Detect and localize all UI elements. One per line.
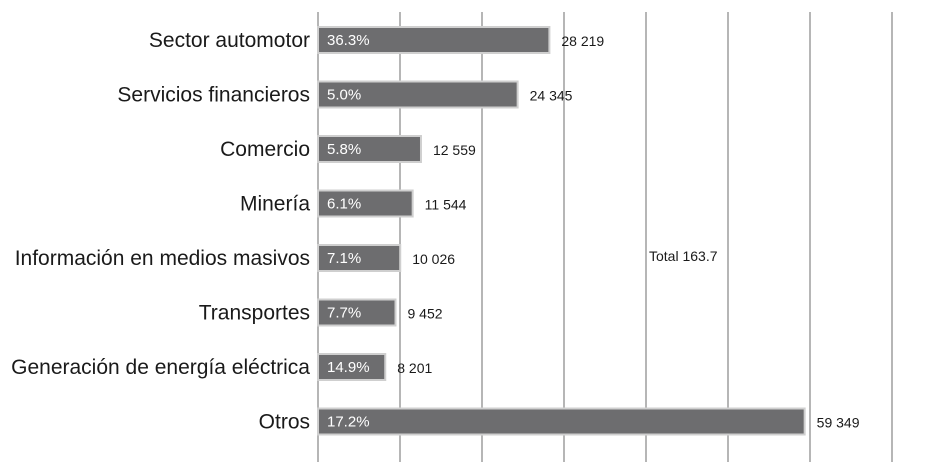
percent-label: 7.7% xyxy=(327,305,361,322)
bars xyxy=(317,26,806,436)
category-label: Transportes xyxy=(199,302,310,325)
bar xyxy=(317,353,387,381)
category-label: Información en medios masivos xyxy=(15,247,310,270)
category-label: Otros xyxy=(259,411,310,434)
value-label: 28 219 xyxy=(561,33,604,49)
value-label: 9 452 xyxy=(408,306,443,322)
value-label: 8 201 xyxy=(397,360,432,376)
percent-label: 36.3% xyxy=(327,32,370,49)
percent-label: 7.1% xyxy=(327,250,361,267)
bar xyxy=(317,135,422,163)
category-label: Comercio xyxy=(220,138,310,161)
total-annotation: Total 163.7 xyxy=(649,248,718,264)
category-label: Sector automotor xyxy=(149,29,310,52)
category-label: Minería xyxy=(240,193,310,216)
bar xyxy=(317,80,519,109)
bar xyxy=(317,298,397,327)
bar xyxy=(317,407,806,436)
bar xyxy=(317,26,551,54)
gridlines xyxy=(317,12,893,462)
value-label: 10 026 xyxy=(412,251,455,267)
percent-label: 6.1% xyxy=(327,196,361,213)
bar xyxy=(317,189,414,218)
percent-label: 5.8% xyxy=(327,141,361,158)
bar xyxy=(317,244,402,272)
category-label: Servicios financieros xyxy=(117,84,310,107)
value-label: 59 349 xyxy=(817,415,860,431)
percent-label: 14.9% xyxy=(327,359,370,376)
percent-label: 5.0% xyxy=(327,87,361,104)
percent-label: 17.2% xyxy=(327,414,370,431)
labels: Sector automotor 36.3% 28 219 Servicios fin… xyxy=(11,29,860,434)
category-label: Generación de energía eléctrica xyxy=(11,356,310,379)
value-label: 11 544 xyxy=(425,197,467,213)
value-label: 24 345 xyxy=(530,88,573,104)
value-label: 12 559 xyxy=(433,142,476,158)
